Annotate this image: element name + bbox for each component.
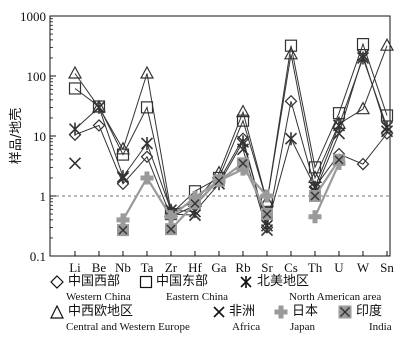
y-tick-label: 1	[40, 189, 47, 204]
point-3-sr	[259, 194, 275, 207]
point-5-ta	[140, 171, 154, 185]
y-axis-label: 样品/地壳	[9, 108, 24, 164]
legend-label-europe: 中西欧地区	[68, 304, 134, 319]
series-3	[67, 37, 395, 217]
legend-symbol-eastern-china	[139, 275, 153, 289]
point-5-hf	[188, 190, 202, 204]
point-0-be	[92, 119, 106, 132]
point-1-cs	[284, 39, 298, 52]
point-4-sn	[380, 125, 394, 138]
point-1-th	[308, 161, 322, 174]
legend-symbol-africa	[213, 306, 225, 318]
point-3-w	[355, 101, 371, 115]
point-3-cs	[283, 46, 299, 60]
point-4-nb	[116, 171, 130, 185]
series-layer	[67, 37, 395, 237]
legend-label-africa: 非洲	[229, 304, 256, 319]
legend-label-japan: 日本	[292, 304, 319, 319]
legend-label-eastern-china-en: Eastern China	[166, 291, 229, 303]
legend-label-europe-en: Central and Western Europe	[66, 321, 190, 333]
point-3-ta	[139, 65, 155, 79]
x-tick-label-th: Th	[308, 260, 323, 275]
series-line-3	[74, 45, 388, 213]
point-3-nb	[115, 141, 131, 155]
point-2-nb	[116, 170, 130, 184]
point-6-rb	[238, 158, 248, 168]
legend-label-india-en: India	[369, 321, 392, 333]
legend-symbol-india	[338, 305, 352, 319]
point-3-sn	[379, 37, 395, 51]
point-5-th	[308, 210, 322, 224]
legend-label-africa-en: Africa	[232, 321, 261, 333]
legend-symbol-europe	[50, 305, 64, 319]
point-4-w	[356, 49, 370, 62]
y-tick-label: 10	[33, 129, 46, 144]
x-tick-label-ta: Ta	[141, 260, 154, 275]
legend-label-india: 印度	[356, 304, 383, 319]
point-1-li	[68, 82, 82, 95]
x-tick-label-ga: Ga	[211, 260, 226, 275]
point-3-li	[67, 65, 83, 79]
point-4-hf	[188, 209, 202, 222]
x-tick-label-zr: Zr	[165, 260, 178, 275]
point-5-nb	[116, 213, 130, 227]
point-1-rb	[236, 114, 250, 127]
point-0-cs	[284, 94, 298, 108]
point-6-sr	[262, 209, 272, 219]
x-tick-label-sr: Sr	[261, 260, 273, 275]
legend-label-western-china: 中国西部	[68, 274, 121, 289]
x-tick-label-u: U	[334, 260, 344, 275]
point-2-cs	[284, 132, 298, 146]
legend-symbol-japan	[274, 305, 288, 319]
legend-label-north-america-en: North American area	[289, 291, 382, 303]
point-6-zr	[166, 224, 176, 234]
x-tick-label-hf: Hf	[188, 260, 202, 275]
x-tick-label-w: W	[357, 260, 370, 275]
series-line-4	[170, 53, 388, 231]
y-tick-label: 100	[27, 69, 47, 84]
point-4-li	[68, 157, 82, 170]
point-6-hf	[190, 199, 200, 208]
x-tick-label-sn: Sn	[380, 260, 394, 275]
point-1-w	[356, 38, 370, 51]
x-tick-label-rb: Rb	[235, 260, 250, 275]
point-0-w	[356, 157, 370, 171]
legend-symbol-north-america	[240, 276, 252, 288]
y-tick-label: 0.1	[30, 249, 46, 264]
legend-label-japan-en: Japan	[290, 321, 316, 333]
point-3-rb	[235, 104, 251, 118]
point-5-zr	[164, 210, 178, 224]
point-4-u	[332, 127, 346, 140]
point-6-u	[334, 155, 344, 165]
x-tick-label-li: Li	[69, 260, 81, 275]
legend-label-north-america: 北美地区	[257, 274, 310, 289]
tick-layer: 0.1 1 10 100 1000 Li Be Nb Ta Zr Hf Ga Rb Sr Cs Th U W Sn	[20, 9, 394, 275]
x-tick-label-nb: Nb	[115, 260, 131, 275]
point-2-li	[68, 122, 82, 136]
point-2-w	[356, 51, 370, 65]
point-6-ga	[214, 176, 224, 186]
point-3-th	[307, 170, 323, 184]
legend-symbol-western-china	[50, 275, 64, 289]
series-line-2	[74, 56, 388, 228]
y-tick-label: 1000	[20, 9, 46, 24]
point-2-ta	[140, 136, 154, 150]
legend-label-eastern-china: 中国东部	[156, 274, 209, 289]
series-6	[117, 153, 345, 237]
point-4-sr	[260, 224, 274, 237]
x-tick-label-cs: Cs	[284, 260, 298, 275]
plot-frame	[49, 15, 391, 257]
point-3-be	[91, 99, 107, 113]
legend-label-western-china-en: Western China	[66, 291, 131, 303]
point-6-nb	[118, 225, 128, 235]
point-6-th	[310, 191, 320, 201]
point-1-u	[332, 107, 346, 120]
point-4-rb	[236, 143, 250, 156]
point-5-sr	[260, 189, 274, 203]
x-tick-label-be: Be	[92, 260, 107, 275]
